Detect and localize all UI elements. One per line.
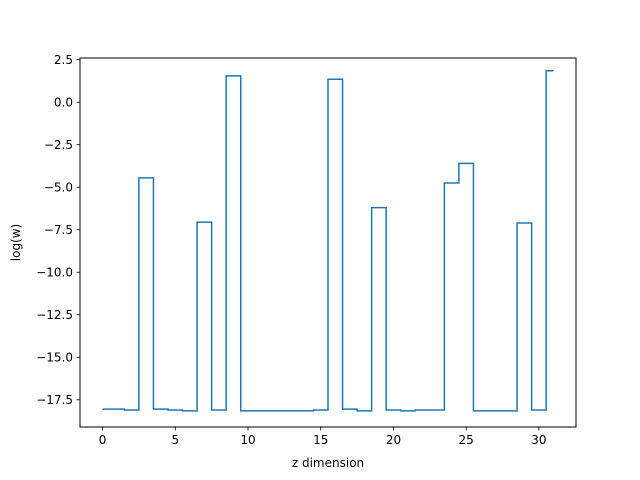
y-tick-label: −5.0	[44, 181, 73, 195]
x-tick-label: 25	[459, 433, 474, 447]
x-tick-label: 20	[386, 433, 401, 447]
y-tick-label: 0.0	[54, 96, 73, 110]
y-axis-label: log(w)	[9, 224, 23, 261]
y-tick-label: −12.5	[36, 308, 73, 322]
x-axis-label: z dimension	[292, 456, 364, 470]
y-tick-label: −2.5	[44, 138, 73, 152]
y-axis-ticks: 2.5 0.0 −2.5 −5.0 −7.5 −10.0 −12.5 −15.0 −17.5	[36, 53, 80, 407]
y-tick-label: 2.5	[54, 53, 73, 67]
x-axis-ticks: 0 5 10 15 20 25 30	[99, 427, 547, 447]
y-tick-label: −10.0	[36, 266, 73, 280]
plot-area	[102, 70, 554, 412]
y-tick-label: −15.0	[36, 351, 73, 365]
x-tick-label: 30	[531, 433, 546, 447]
x-tick-label: 5	[171, 433, 179, 447]
y-tick-label: −7.5	[44, 223, 73, 237]
x-tick-label: 0	[99, 433, 107, 447]
y-tick-label: −17.5	[36, 393, 73, 407]
series-line	[102, 70, 554, 412]
x-tick-label: 10	[240, 433, 255, 447]
x-tick-label: 15	[313, 433, 328, 447]
axes-frame	[79, 57, 577, 428]
